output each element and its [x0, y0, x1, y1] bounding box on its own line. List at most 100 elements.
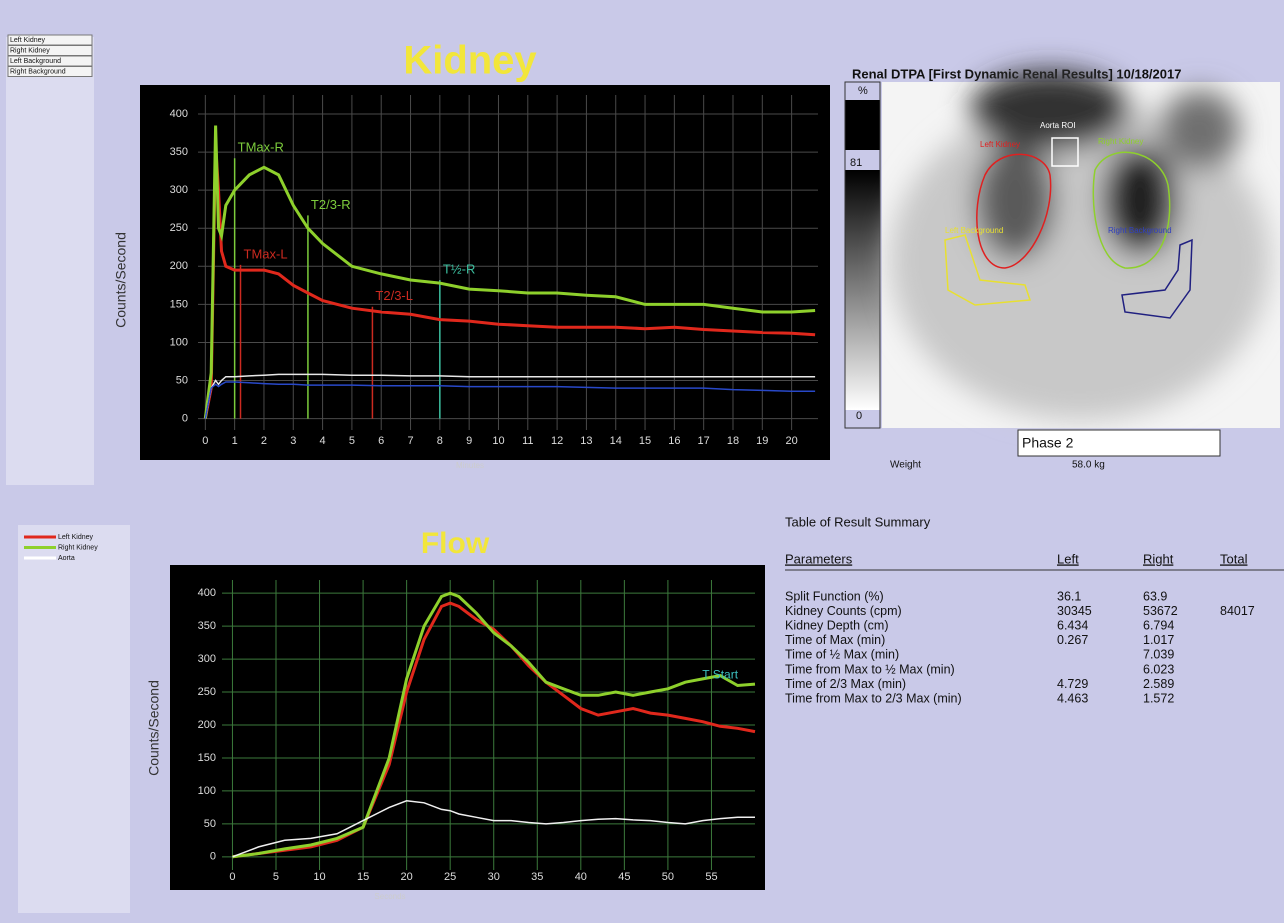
x-tick-label: 15	[639, 435, 651, 447]
x-tick-label: 16	[668, 435, 680, 447]
x-tick-label: 40	[575, 871, 587, 883]
kidney-legend-panel	[6, 37, 94, 485]
table-header: Parameters	[785, 551, 853, 566]
table-cell: Kidney Counts (cpm)	[785, 604, 902, 618]
x-tick-label: 17	[698, 435, 710, 447]
x-tick-label: 1	[232, 435, 238, 447]
x-tick-label: 55	[705, 871, 717, 883]
chart-title: Flow	[421, 527, 490, 560]
x-tick-label: 14	[610, 435, 622, 447]
x-tick-label: 2	[261, 435, 267, 447]
table-cell: 30345	[1057, 604, 1092, 618]
table-cell: 6.434	[1057, 618, 1088, 632]
x-axis-label: Seconds	[374, 892, 405, 901]
scale-min: 0	[856, 410, 862, 422]
table-cell: 53672	[1143, 604, 1178, 618]
x-tick-label: 12	[551, 435, 563, 447]
table-header: Total	[1220, 551, 1248, 566]
x-tick-label: 5	[273, 871, 279, 883]
table-cell: 36.1	[1057, 589, 1081, 603]
table-title: Table of Result Summary	[785, 514, 931, 529]
y-tick-label: 250	[198, 686, 216, 698]
x-tick-label: 13	[580, 435, 592, 447]
y-tick-label: 200	[198, 719, 216, 731]
table-cell: 2.589	[1143, 677, 1174, 691]
table-cell: Time of ½ Max (min)	[785, 648, 899, 662]
legend-label: Left Background	[10, 58, 61, 65]
y-axis-label: Counts/Second	[113, 232, 129, 328]
table-cell: 6.023	[1143, 662, 1174, 676]
scan-blob	[1102, 145, 1178, 255]
x-tick-label: 8	[437, 435, 443, 447]
x-tick-label: 6	[378, 435, 384, 447]
weight-label: Weight	[890, 460, 921, 471]
roi-label: Right Kidney	[1098, 137, 1143, 146]
x-tick-label: 0	[229, 871, 235, 883]
y-tick-label: 50	[176, 374, 188, 386]
x-tick-label: 30	[488, 871, 500, 883]
y-tick-label: 300	[198, 653, 216, 665]
x-tick-label: 10	[313, 871, 325, 883]
x-tick-label: 35	[531, 871, 543, 883]
screen: Renal DTPA [First Dynamic Renal Results]…	[0, 0, 1284, 923]
roi-label: Aorta ROI	[1040, 121, 1076, 130]
marker-label: T2/3-R	[311, 197, 351, 212]
x-tick-label: 5	[349, 435, 355, 447]
table-cell: 6.794	[1143, 618, 1174, 632]
legend-label: Right Kidney	[10, 47, 50, 54]
y-tick-label: 350	[170, 146, 188, 158]
scale-max: 81	[850, 157, 862, 169]
x-tick-label: 3	[290, 435, 296, 447]
marker-label: T½-R	[443, 262, 476, 277]
table-cell: 84017	[1220, 604, 1255, 618]
x-tick-label: 4	[320, 435, 326, 447]
y-tick-label: 50	[204, 818, 216, 830]
roi-label: Left Kidney	[980, 140, 1020, 149]
x-tick-label: 18	[727, 435, 739, 447]
marker-label: T2/3-L	[375, 288, 413, 303]
y-tick-label: 350	[198, 620, 216, 632]
x-tick-label: 9	[466, 435, 472, 447]
page: Renal DTPA [First Dynamic Renal Results]…	[0, 0, 1284, 923]
scan-image: Aorta ROI Left Kidney Right Kidney Left …	[882, 70, 1280, 428]
scale-unit: %	[858, 85, 868, 97]
roi-label: Left Background	[945, 226, 1003, 235]
legend-label: Left Kidney	[58, 534, 94, 541]
weight-value: 58.0 kg	[1072, 460, 1105, 471]
x-tick-label: 10	[492, 435, 504, 447]
table-header: Right	[1143, 551, 1174, 566]
chart-title: Kidney	[403, 39, 537, 83]
x-tick-label: 11	[522, 435, 533, 447]
y-tick-label: 400	[170, 108, 188, 120]
table-header: Left	[1057, 551, 1079, 566]
marker-label: TMax-R	[238, 140, 284, 155]
scan-blob	[1160, 90, 1240, 170]
roi-label: Right Background	[1108, 226, 1172, 235]
x-tick-label: 25	[444, 871, 456, 883]
table-cell: Split Function (%)	[785, 589, 884, 603]
y-tick-label: 200	[170, 260, 188, 272]
y-tick-label: 300	[170, 184, 188, 196]
legend-label: Aorta	[58, 555, 75, 562]
scale-top	[845, 100, 880, 150]
table-cell: 1.017	[1143, 633, 1174, 647]
table-cell: Time from Max to 2/3 Max (min)	[785, 691, 962, 705]
x-tick-label: 20	[401, 871, 413, 883]
legend-label: Right Background	[10, 68, 66, 75]
table-cell: 4.729	[1057, 677, 1088, 691]
phase-text: Phase 2	[1022, 435, 1074, 451]
annotation: T Start	[702, 668, 738, 682]
y-tick-label: 150	[198, 752, 216, 764]
y-tick-label: 0	[210, 851, 216, 863]
x-tick-label: 20	[785, 435, 797, 447]
table-cell: 4.463	[1057, 691, 1088, 705]
scale-bar	[845, 170, 880, 410]
x-tick-label: 0	[202, 435, 208, 447]
y-tick-label: 250	[170, 222, 188, 234]
x-axis-label: Minutes	[456, 461, 484, 470]
table-cell: 7.039	[1143, 648, 1174, 662]
marker-label: TMax-L	[244, 246, 288, 261]
flow-legend-panel	[18, 525, 130, 913]
table-cell: Time of 2/3 Max (min)	[785, 677, 906, 691]
x-tick-label: 7	[407, 435, 413, 447]
